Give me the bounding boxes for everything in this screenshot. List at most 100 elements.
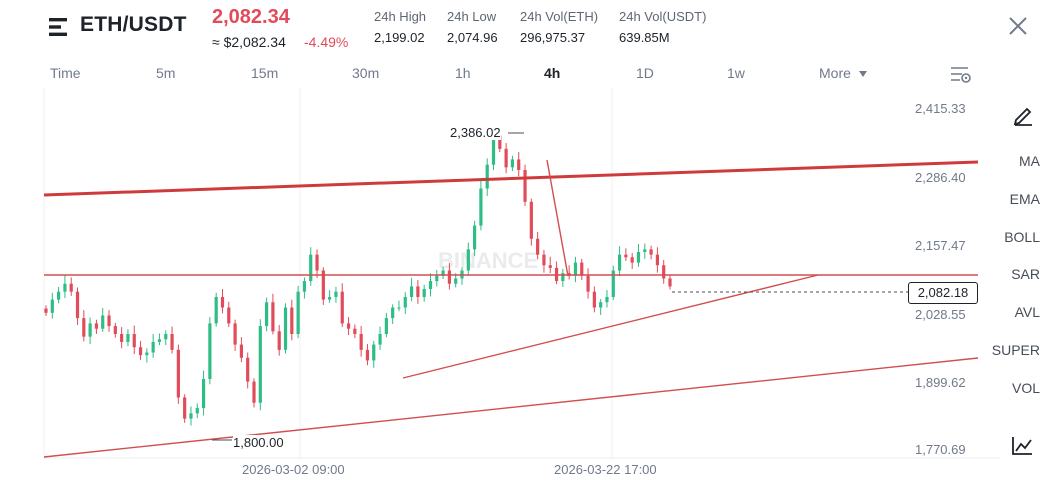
candle-body [57, 291, 61, 300]
menu-lines-icon[interactable] [48, 16, 70, 38]
candle-body [548, 265, 552, 268]
tab-1w[interactable]: 1w [727, 65, 745, 81]
last-price-tag: 2,082.18 [908, 282, 978, 304]
candle-body [283, 307, 288, 350]
candle-body [252, 381, 256, 403]
candle-body [277, 331, 281, 350]
candle-body [170, 333, 174, 350]
chart-settings-icon[interactable] [950, 66, 972, 84]
candle-body [599, 302, 603, 308]
candle-body [69, 283, 73, 292]
candle-body [592, 291, 596, 308]
candle-body [315, 254, 319, 271]
candle-body [498, 135, 502, 149]
resistance-trendline[interactable] [43, 160, 979, 197]
candle-body [491, 135, 496, 165]
tab-1d[interactable]: 1D [636, 65, 654, 81]
candle-body [290, 307, 294, 334]
candle-body [101, 315, 105, 329]
candle-body [643, 249, 647, 252]
change-percent: -4.49% [304, 34, 349, 50]
candle-body [529, 201, 533, 239]
indicator-vol[interactable]: VOL [1011, 380, 1040, 396]
high-label: 2,386.02 [450, 125, 501, 140]
candle-body [113, 326, 117, 334]
candle-body [573, 262, 578, 276]
tab-time[interactable]: Time [50, 65, 81, 81]
candle-body [296, 291, 300, 334]
candle-body [183, 397, 187, 419]
candle-body [479, 188, 483, 226]
candle-body [378, 333, 382, 345]
candle-body [536, 238, 540, 255]
candle-body [605, 296, 609, 303]
candle-body [580, 262, 584, 276]
approx-price: ≈ $2,082.34 [212, 34, 286, 50]
tab-4h[interactable]: 4h [544, 65, 561, 81]
candle-body [126, 333, 130, 342]
candle-body [630, 257, 634, 263]
candle-body [397, 307, 401, 309]
indicator-ma[interactable]: MA [1019, 153, 1040, 169]
candle-body [517, 159, 521, 171]
tab-15m[interactable]: 15m [251, 65, 279, 81]
candle-body [611, 270, 615, 297]
tab-30m[interactable]: 30m [352, 65, 380, 81]
candle-body [617, 254, 622, 271]
stat-value-vol-eth: 296,975.37 [520, 30, 586, 45]
indicator-ema[interactable]: EMA [1009, 191, 1040, 207]
indicator-boll[interactable]: BOLL [1004, 229, 1040, 245]
candle-body [321, 270, 325, 300]
candle-body [44, 308, 48, 313]
indicator-sar[interactable]: SAR [1011, 266, 1040, 282]
candle-body [220, 296, 225, 308]
stat-label-vol-eth: 24h Vol(ETH) [520, 9, 599, 24]
candle-body [82, 318, 86, 337]
support-trendline-upper[interactable] [402, 274, 819, 379]
y-tick-label: 2,415.33 [915, 101, 966, 116]
y-tick-label: 2,286.40 [915, 170, 966, 185]
indicator-avl[interactable]: AVL [1014, 304, 1040, 320]
close-icon[interactable] [1006, 14, 1030, 38]
candle-body [655, 254, 659, 266]
candle-body [586, 275, 590, 292]
candle-body [454, 278, 458, 284]
down-trendline[interactable] [546, 159, 569, 277]
candle-body [132, 333, 136, 348]
candle-body [403, 296, 407, 308]
candle-body [239, 344, 243, 358]
candle-body [662, 265, 666, 279]
low-label: 1,800.00 [233, 435, 284, 450]
candle-body [75, 291, 80, 319]
x-tick-label: 2026-03-22 17:00 [554, 462, 657, 477]
price-chart[interactable]: BINANCE [0, 88, 1000, 491]
tab-1h[interactable]: 1h [455, 65, 471, 81]
candle-body [372, 344, 376, 361]
candle-body [365, 349, 370, 361]
y-tick-label: 2,028.55 [915, 307, 966, 322]
candle-body [334, 291, 338, 297]
candle-body [510, 159, 515, 168]
candle-body [164, 333, 168, 340]
stat-value-high: 2,199.02 [374, 30, 425, 45]
candle-body [107, 315, 111, 327]
candle-body [214, 296, 218, 324]
y-tick-label: 2,157.47 [915, 238, 966, 253]
candle-body [649, 249, 653, 255]
candle-body [88, 323, 92, 337]
candle-body [265, 302, 269, 327]
candle-body [542, 254, 546, 266]
support-trendline-lower[interactable] [43, 357, 979, 458]
pair-title[interactable]: ETH/USDT [80, 13, 187, 36]
stat-value-vol-usdt: 639.85M [619, 30, 670, 45]
tab-more[interactable]: More [819, 65, 851, 81]
indicator-super[interactable]: SUPER [991, 342, 1040, 358]
chart-line-icon[interactable] [1011, 436, 1033, 456]
candle-body [346, 323, 351, 329]
candle-body [561, 273, 565, 282]
pen-icon[interactable] [1012, 104, 1034, 126]
caret-down-icon[interactable] [859, 71, 867, 77]
candle-body [145, 352, 149, 356]
candle-body [246, 357, 250, 382]
tab-5m[interactable]: 5m [156, 65, 176, 81]
